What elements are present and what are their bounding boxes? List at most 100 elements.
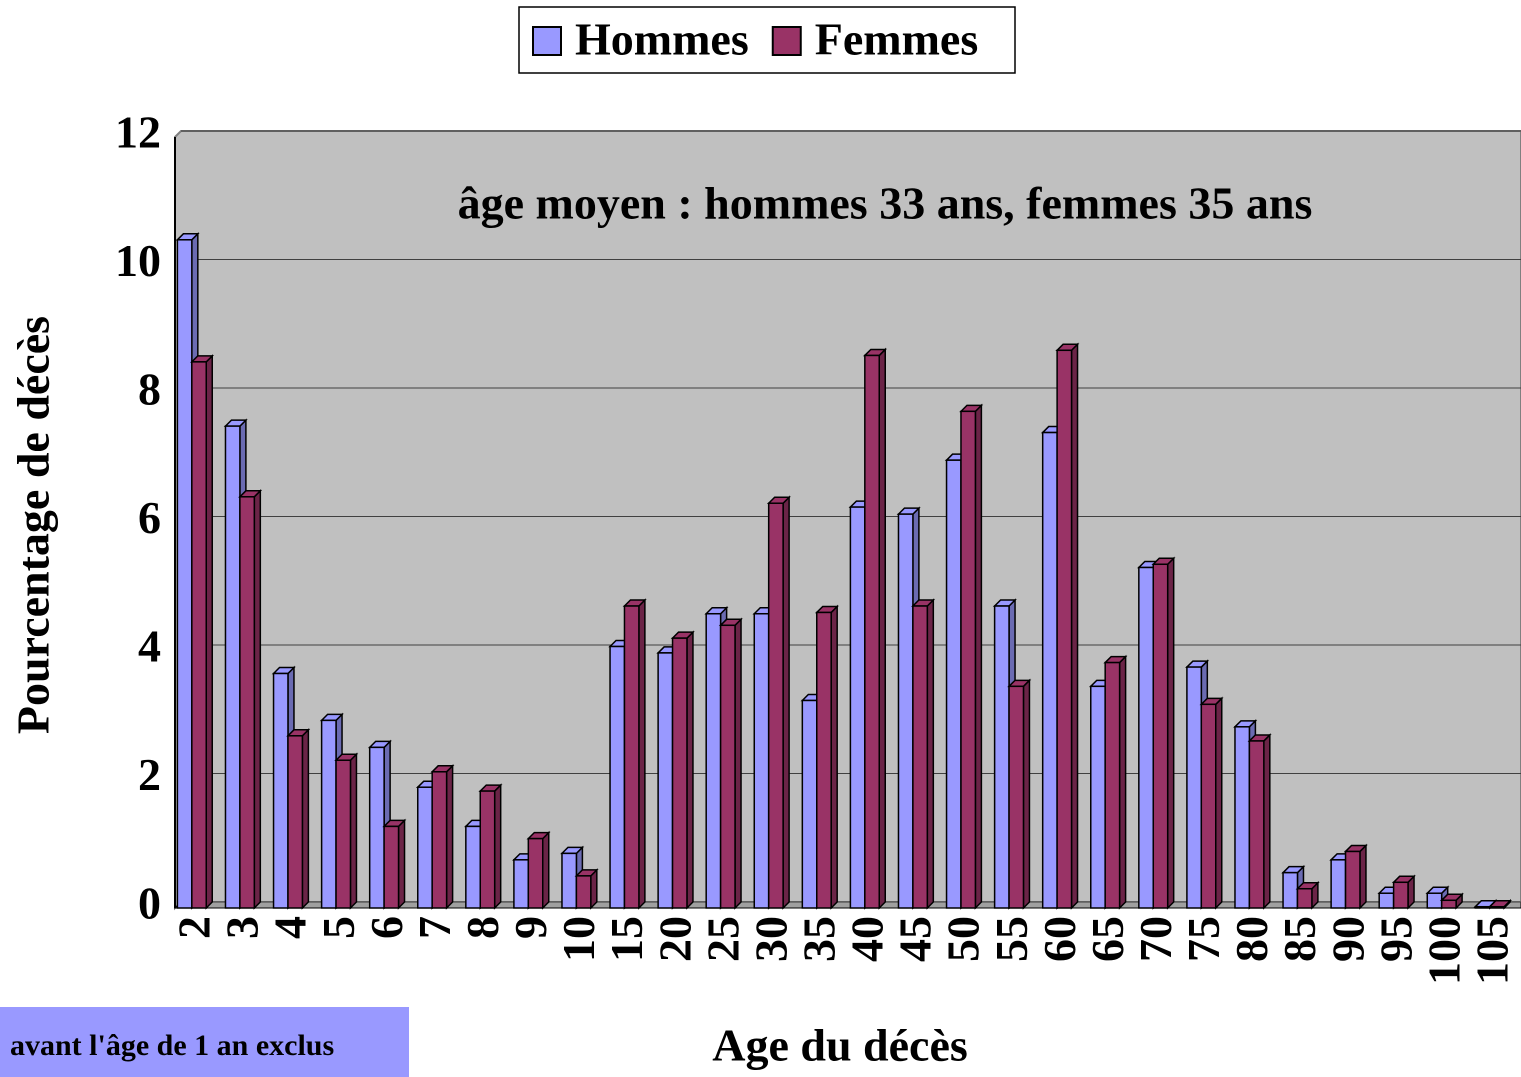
x-tick-label: 90: [1322, 916, 1373, 962]
bar: [801, 699, 818, 909]
bar: [1152, 563, 1169, 909]
bar: [1392, 881, 1409, 909]
x-tick-label: 80: [1226, 916, 1277, 962]
legend-swatch: [532, 26, 562, 56]
bar: [816, 611, 832, 909]
legend-box: [518, 6, 1016, 74]
bar-side: [1214, 696, 1223, 910]
bar: [417, 786, 433, 909]
x-tick-label: 105: [1467, 916, 1518, 985]
x-tick-label: 8: [457, 916, 508, 939]
x-tick-label: 9: [505, 916, 556, 939]
note: avant l'âge de 1 an exclus: [10, 1029, 334, 1062]
bar: [239, 496, 256, 909]
bar: [1330, 859, 1347, 909]
bar-side: [878, 347, 886, 910]
x-tick-label: 40: [842, 916, 893, 962]
x-tick-label: 95: [1370, 916, 1421, 962]
bar-side: [1263, 733, 1271, 910]
bar-side: [926, 598, 935, 910]
x-tick-label: 7: [409, 916, 460, 939]
bar-side: [253, 488, 262, 910]
y-tick-label: 2: [138, 749, 161, 800]
bar: [1200, 703, 1217, 909]
bar-side: [734, 617, 742, 910]
x-tick-label: 55: [986, 916, 1037, 962]
bar: [527, 837, 544, 909]
x-tick-label: 25: [697, 916, 748, 962]
bar: [1440, 899, 1457, 909]
bar: [1186, 666, 1203, 909]
x-axis-label: Age du décès: [712, 1020, 968, 1071]
bar-side: [1118, 654, 1127, 910]
bar-side: [301, 727, 310, 910]
y-axis-label: Pourcentage de décès: [8, 316, 59, 734]
bar: [176, 239, 193, 909]
bar-side: [1070, 342, 1079, 910]
legend-label: Hommes: [575, 14, 749, 65]
y-tick-label: 12: [115, 107, 161, 158]
annotation: âge moyen : hommes 33 ans, femmes 35 ans: [458, 178, 1313, 229]
bar: [719, 624, 736, 909]
bar: [1296, 887, 1313, 909]
bar: [368, 746, 385, 909]
bar: [1008, 685, 1025, 909]
bar: [945, 459, 962, 909]
bar-side: [974, 403, 983, 910]
x-tick-label: 30: [745, 916, 796, 962]
bar: [1234, 726, 1251, 909]
y-tick-label: 6: [138, 492, 161, 543]
bar: [1104, 661, 1121, 909]
bar: [1426, 892, 1443, 909]
bar: [705, 612, 722, 909]
bar: [960, 410, 977, 909]
x-tick-label: 85: [1274, 916, 1325, 962]
bar: [1474, 905, 1491, 909]
bar: [767, 502, 784, 909]
bar-side: [782, 495, 790, 910]
bar-side: [830, 604, 838, 910]
bar-side: [1166, 556, 1175, 910]
bar-side: [205, 354, 213, 910]
bar: [272, 672, 289, 909]
x-tick-label: 45: [890, 916, 941, 962]
bar-side: [445, 763, 454, 910]
bar: [191, 361, 207, 909]
x-tick-label: 6: [361, 916, 412, 939]
bar: [1344, 850, 1361, 909]
x-tick-label: 10: [553, 916, 604, 962]
bar: [224, 425, 241, 909]
bar: [320, 719, 337, 909]
bar-side: [349, 752, 358, 910]
bar-side: [541, 830, 550, 910]
bar: [431, 771, 448, 909]
x-tick-label: 65: [1082, 916, 1133, 962]
bar: [623, 605, 640, 909]
bar: [287, 735, 304, 909]
bar: [671, 637, 688, 909]
legend-label: Femmes: [815, 14, 978, 65]
bar: [1248, 740, 1265, 909]
bar-side: [1022, 678, 1031, 910]
legend-swatch: [771, 26, 802, 56]
x-tick-label: 75: [1178, 916, 1229, 962]
bar-side: [1359, 843, 1367, 910]
bar: [479, 790, 496, 909]
bar: [1090, 685, 1106, 909]
bar: [513, 859, 530, 909]
bar: [1138, 566, 1155, 909]
bar: [849, 506, 866, 909]
bar: [912, 605, 929, 909]
x-tick-label: 5: [313, 916, 364, 939]
x-tick-label: 2: [169, 916, 220, 939]
y-tick-label: 10: [115, 235, 161, 286]
bar: [609, 645, 626, 909]
bar: [753, 612, 770, 909]
x-tick-label: 100: [1418, 916, 1469, 985]
bar: [1378, 892, 1395, 909]
bar: [383, 825, 400, 909]
x-tick-label: 4: [265, 916, 316, 939]
y-tick-label: 0: [138, 878, 161, 929]
bar: [575, 875, 592, 909]
